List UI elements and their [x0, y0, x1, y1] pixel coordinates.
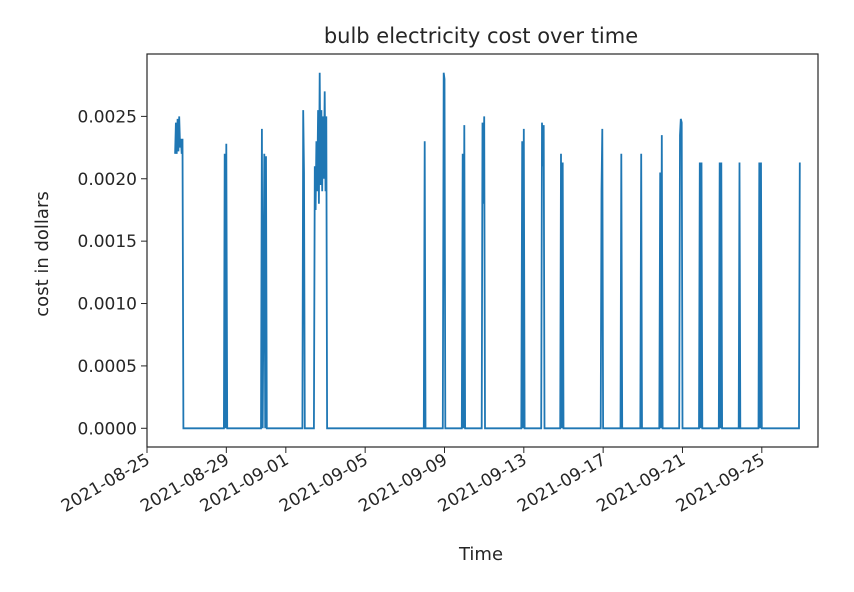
series-line-cost — [175, 73, 800, 429]
y-axis-title: cost in dollars — [32, 191, 53, 316]
x-tick-label: 2021-09-09 — [355, 450, 451, 517]
x-tick-label: 2021-09-05 — [276, 450, 372, 517]
chart-title: bulb electricity cost over time — [324, 24, 638, 48]
y-tick-label: 0.0010 — [78, 295, 137, 315]
x-axis-title: Time — [458, 544, 503, 565]
x-tick-label: 2021-09-13 — [435, 450, 531, 517]
x-tick-label: 2021-09-17 — [514, 450, 610, 517]
x-axis: 2021-08-252021-08-292021-09-012021-09-05… — [58, 447, 768, 517]
x-tick-label: 2021-09-21 — [593, 450, 689, 517]
y-tick-label: 0.0025 — [78, 107, 137, 127]
x-tick-label: 2021-08-25 — [58, 450, 154, 517]
y-tick-label: 0.0005 — [78, 357, 137, 377]
y-axis: 0.0000 0.0005 0.0010 0.0015 0.0020 0.0025 — [78, 107, 147, 439]
y-tick-label: 0.0020 — [78, 170, 137, 190]
x-tick-label: 2021-09-25 — [673, 450, 769, 517]
y-tick-label: 0.0000 — [78, 419, 137, 439]
y-tick-label: 0.0015 — [78, 232, 137, 252]
